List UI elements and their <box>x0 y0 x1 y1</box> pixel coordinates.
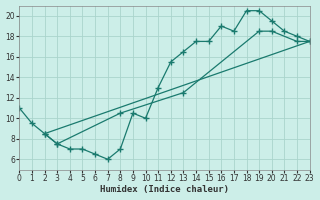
X-axis label: Humidex (Indice chaleur): Humidex (Indice chaleur) <box>100 185 229 194</box>
